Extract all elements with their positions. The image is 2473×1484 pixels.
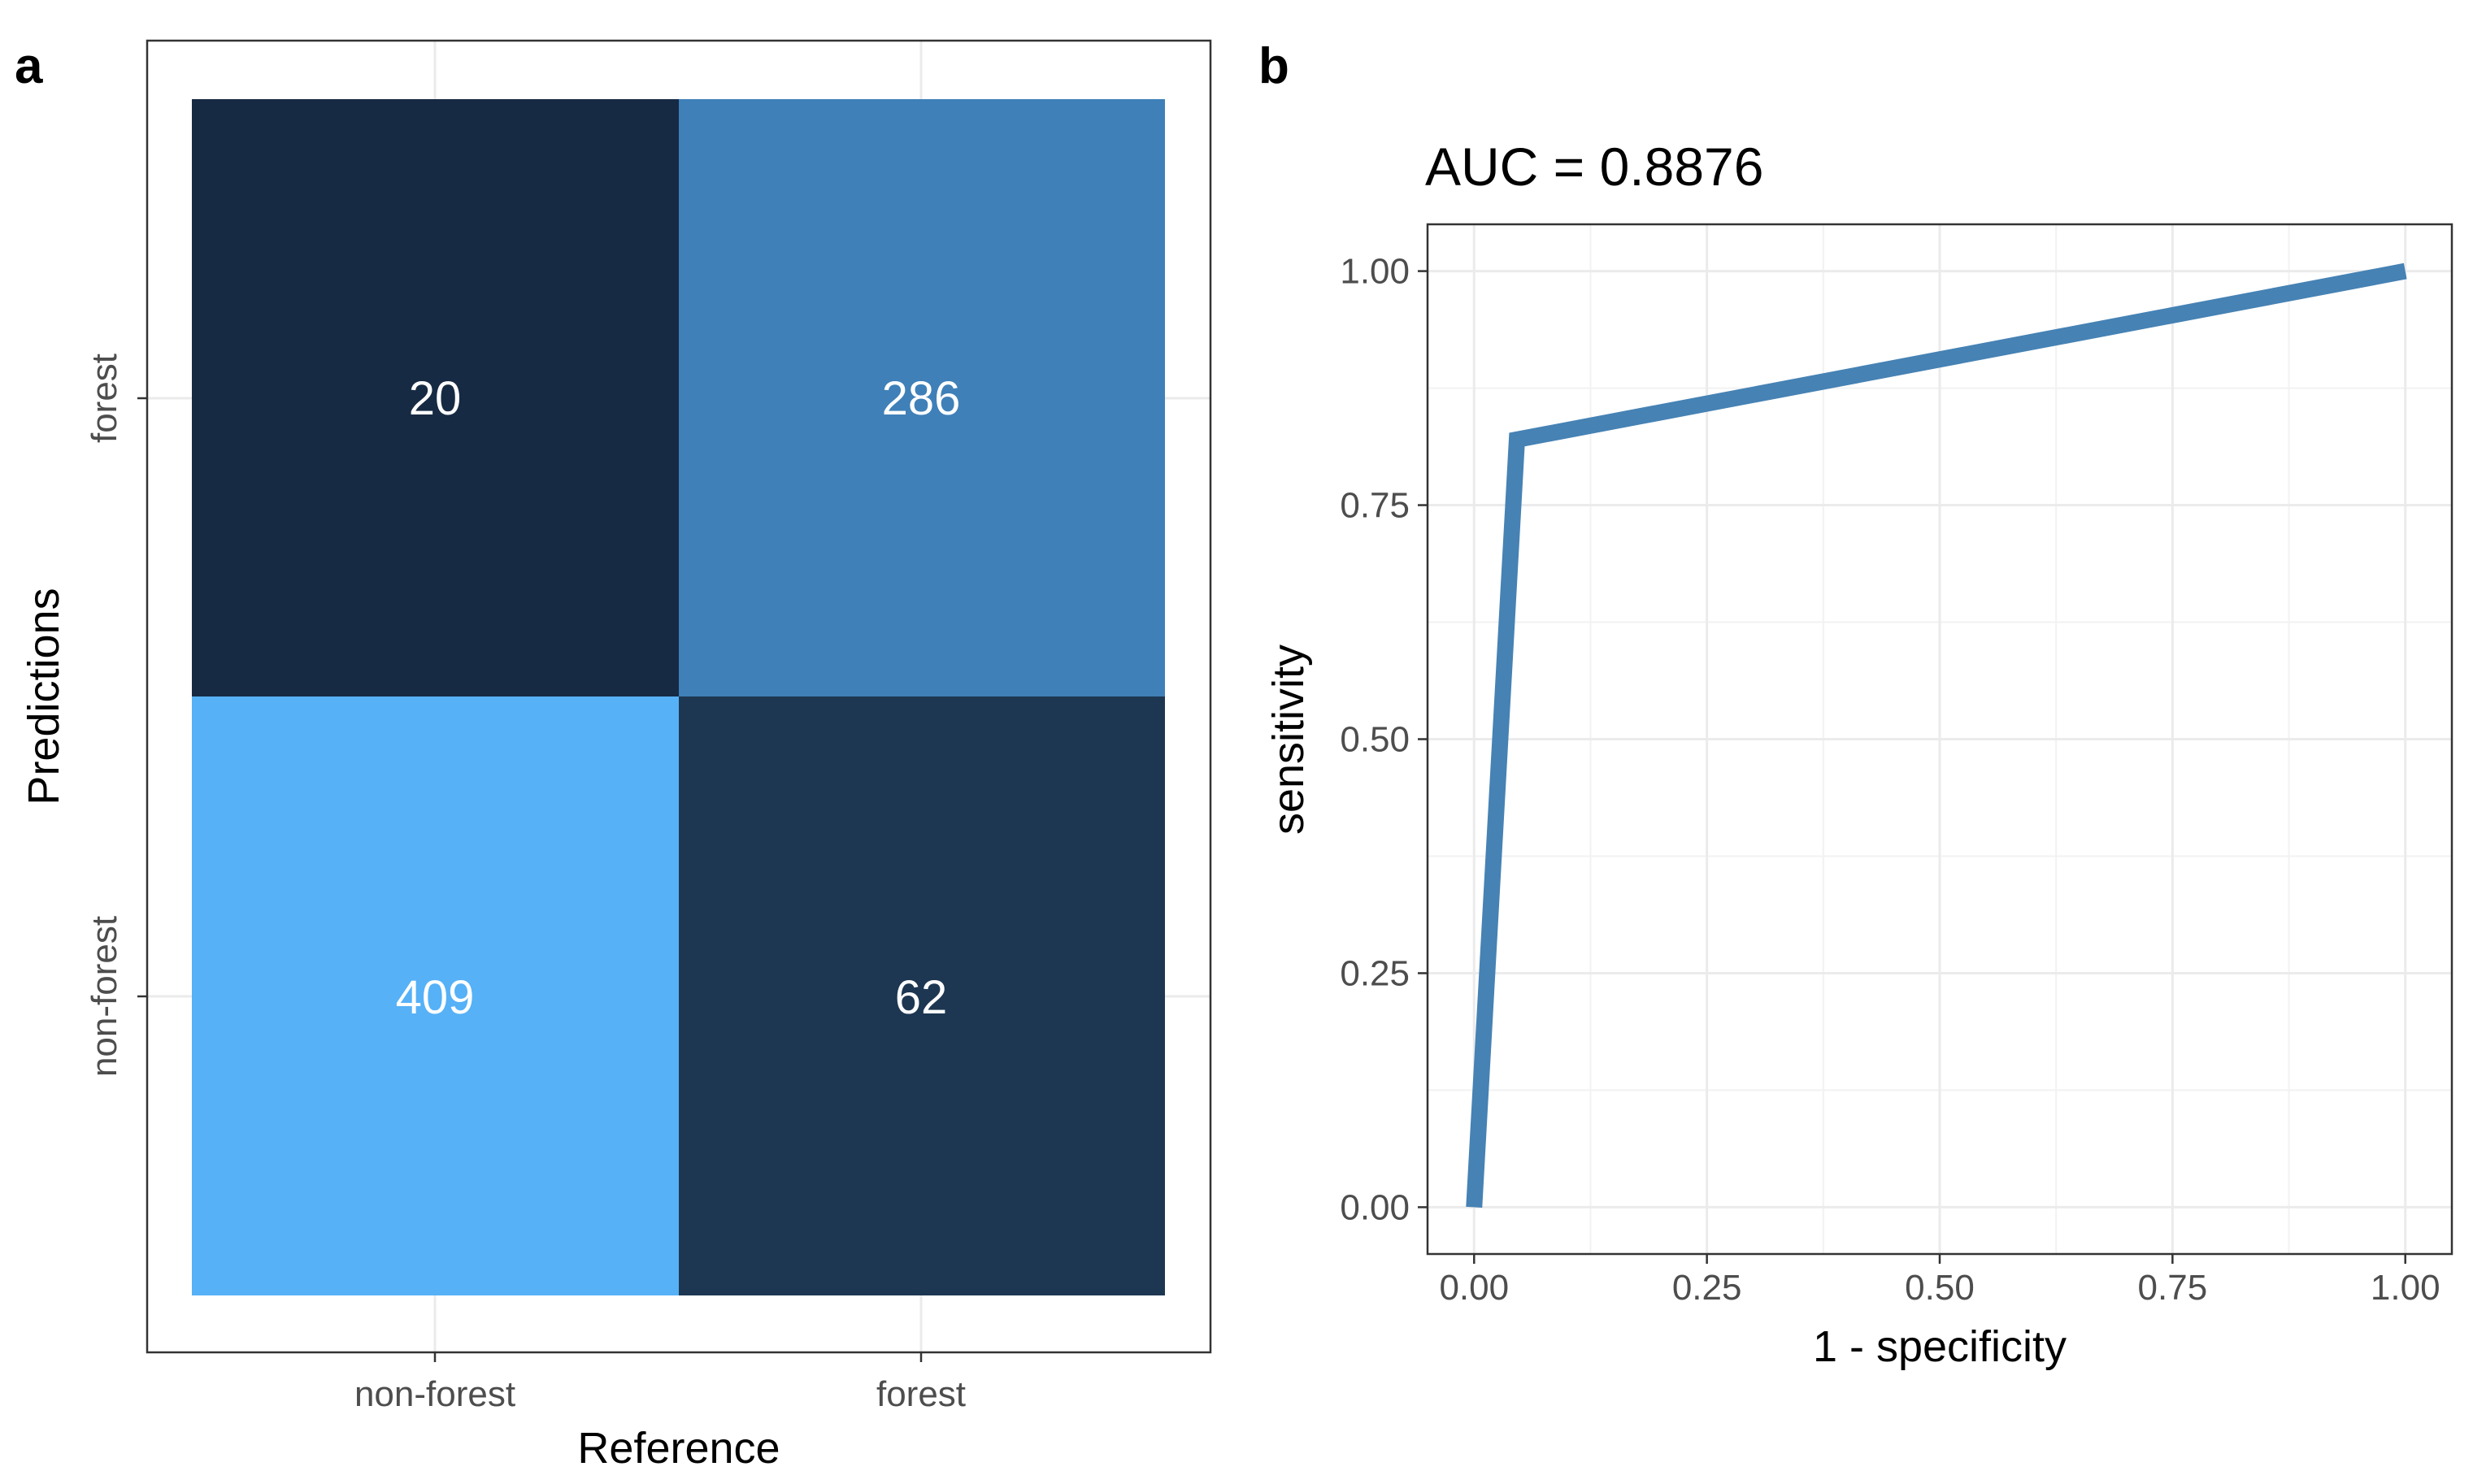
- cell-value-label: 62: [895, 971, 948, 1024]
- panel-label-b: b: [1258, 38, 1289, 94]
- x-axis-title: Reference: [577, 1424, 780, 1473]
- y-tick-label: 0.00: [1340, 1187, 1410, 1227]
- cell-value-label: 20: [409, 372, 462, 425]
- cell-forest-forest: [679, 99, 1165, 696]
- y-axis-title: Predictions: [20, 588, 68, 805]
- panel-a: a 20 286 409 62 non-forest forest forest…: [15, 38, 1212, 1473]
- y-tick-label: forest: [85, 354, 124, 443]
- panel-a-border: [146, 39, 1212, 1354]
- cell-nonforest-forest: [192, 99, 679, 696]
- y-tick-label: 0.25: [1340, 953, 1410, 993]
- y-axis-title: sensitivity: [1264, 644, 1313, 835]
- x-tick-label: 0.25: [1672, 1268, 1742, 1308]
- x-tick-label: 0.50: [1905, 1268, 1975, 1308]
- cell-forest-nonforest: [679, 696, 1165, 1295]
- x-tick-label: 0.00: [1439, 1268, 1509, 1308]
- cell-nonforest-nonforest: [192, 696, 679, 1295]
- y-tick-label: 0.75: [1340, 486, 1410, 526]
- y-tick-label: non-forest: [85, 916, 124, 1077]
- x-tick-label: forest: [876, 1374, 966, 1414]
- x-axis-title: 1 - specificity: [1813, 1322, 2067, 1371]
- roc-curve-line: [1466, 263, 2407, 1208]
- x-tick-label: 1.00: [2371, 1268, 2440, 1308]
- y-tick-label: 1.00: [1340, 252, 1410, 292]
- panel-label-a: a: [15, 38, 43, 94]
- x-tick-label: non-forest: [354, 1374, 515, 1414]
- chart-title: AUC = 0.8876: [1425, 137, 1763, 197]
- cell-value-label: 409: [396, 971, 475, 1024]
- y-tick-label: 0.50: [1340, 720, 1410, 760]
- panel-b: b AUC = 0.8876 0.00 0.25 0.50 0.75 1.000.000…: [1258, 38, 2453, 1371]
- roc-axes: 0.00 0.25 0.50 0.75 1.00 0.00 0.25 0.50 0.75 1.00: [1340, 252, 2440, 1308]
- x-tick-label: 0.75: [2138, 1268, 2208, 1308]
- roc-series: [1466, 263, 2407, 1208]
- cell-value-label: 286: [882, 372, 961, 425]
